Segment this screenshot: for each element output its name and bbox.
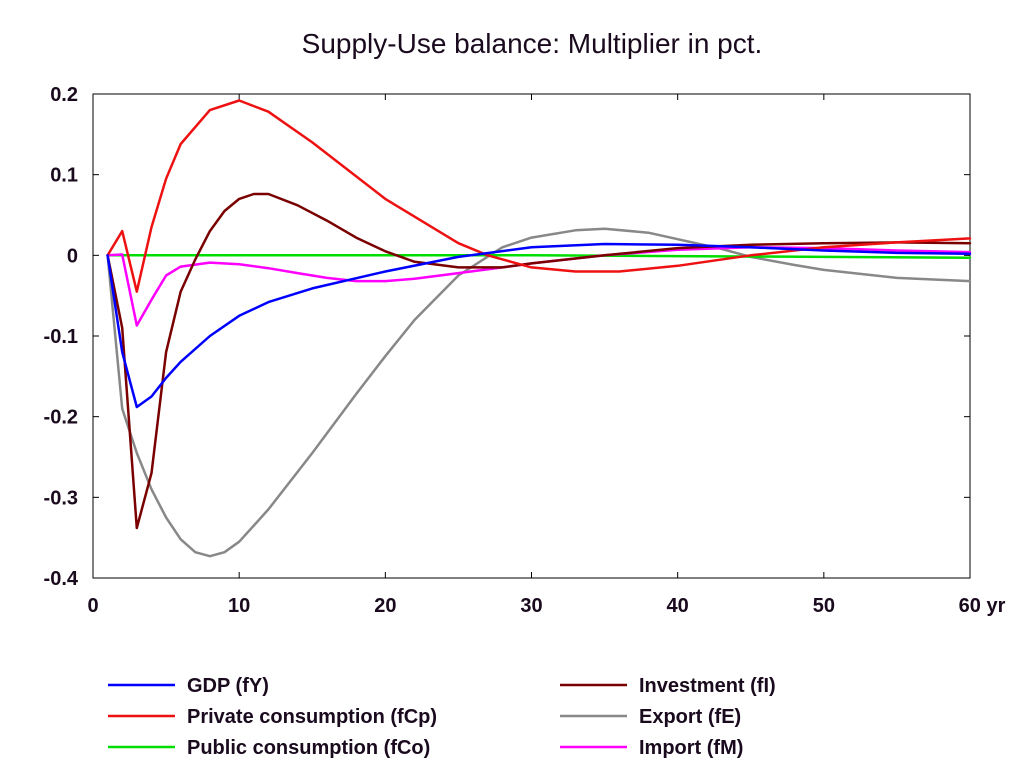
legend-label: Public consumption (fCo): [187, 737, 430, 759]
x-tick-label: 0: [87, 595, 98, 617]
legend-label: GDP (fY): [187, 675, 269, 697]
legend: GDP (fY) Private consumption (fCp) Public …: [108, 675, 776, 759]
y-tick-label: -0.4: [44, 568, 79, 590]
series-line-0: [106, 242, 972, 409]
legend-label: Private consumption (fCp): [187, 706, 437, 728]
axes: 0 10 20 30 40 50 60 yr 0.2 0.1 0 -0.1 -0.2 -0.3 -0.4: [44, 84, 1006, 617]
y-tick-label: -0.2: [44, 407, 78, 429]
plot-frame: [92, 93, 971, 579]
series-line-5: [106, 246, 972, 327]
chart-title: Supply-Use balance: Multiplier in pct.: [302, 28, 763, 59]
series-line-3: [106, 192, 972, 530]
series-line-4: [106, 227, 972, 558]
y-tick-label: 0: [67, 245, 78, 267]
legend-label: Export (fE): [639, 706, 741, 728]
y-tick-label: -0.3: [44, 487, 78, 509]
x-tick-label: 60 yr: [959, 595, 1006, 617]
y-tick-label: 0.1: [50, 165, 78, 187]
y-tick-label: -0.1: [44, 326, 78, 348]
x-tick-label: 30: [520, 595, 542, 617]
x-tick-label: 50: [813, 595, 835, 617]
x-tick-label: 40: [667, 595, 689, 617]
series-line-1: [106, 99, 972, 293]
legend-label: Investment (fI): [639, 675, 776, 697]
x-tick-label: 10: [228, 595, 250, 617]
series-lines: [106, 99, 972, 558]
series-line-2: [106, 254, 972, 260]
x-tick-label: 20: [374, 595, 396, 617]
y-tick-label: 0.2: [50, 84, 78, 106]
legend-label: Import (fM): [639, 737, 743, 759]
